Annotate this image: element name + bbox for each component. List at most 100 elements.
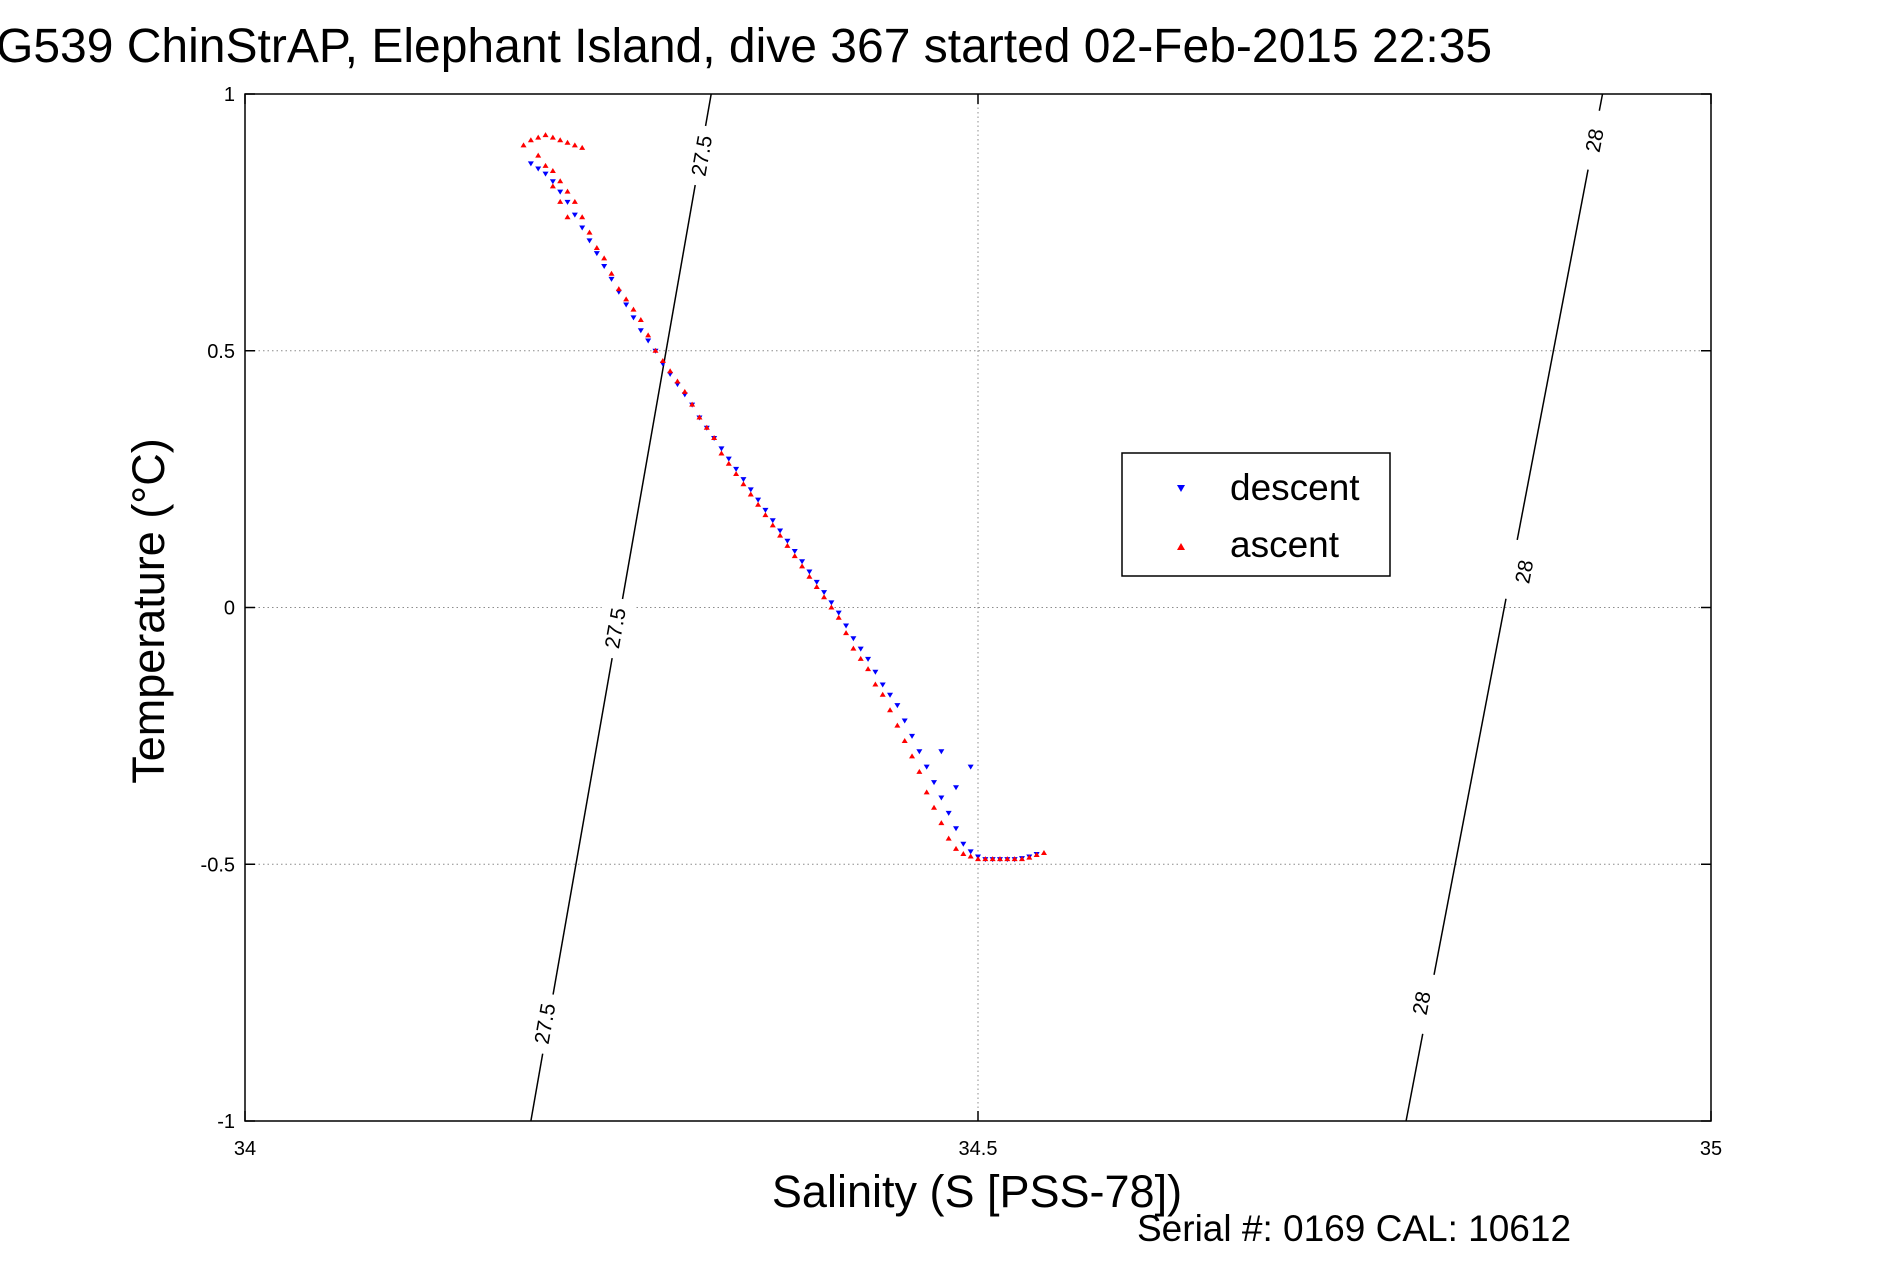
ascent-point xyxy=(1018,856,1025,862)
ascent-point xyxy=(996,856,1003,862)
descent-point xyxy=(953,826,960,832)
ascent-point xyxy=(711,435,718,441)
contour-label-bg xyxy=(523,991,566,1056)
ascent-point xyxy=(872,681,879,687)
ascent-series xyxy=(520,132,1047,862)
ascent-point xyxy=(579,214,586,220)
ascent-point xyxy=(542,162,549,168)
ascent-point xyxy=(520,142,527,148)
ascent-point xyxy=(901,738,908,744)
contour-label-bg xyxy=(679,123,722,188)
ascent-point xyxy=(894,722,901,728)
descent-point xyxy=(630,315,637,321)
x-tick-labels: 34 34.5 35 xyxy=(234,1138,1722,1160)
legend-marker-ascent xyxy=(1177,543,1185,550)
ascent-point xyxy=(1040,849,1047,855)
ascent-point xyxy=(601,255,608,261)
contour-label-bg xyxy=(1399,970,1443,1036)
y-tick-label: 1 xyxy=(224,84,235,106)
y-tick-label: -0.5 xyxy=(201,854,235,876)
ascent-point xyxy=(696,414,703,420)
descent-point xyxy=(623,302,630,308)
ascent-point xyxy=(967,853,974,859)
ascent-point xyxy=(615,286,622,292)
contour-label: 28 xyxy=(1582,127,1609,154)
ascent-point xyxy=(549,183,556,189)
descent-point xyxy=(535,166,542,172)
ascent-point xyxy=(857,655,864,661)
descent-point xyxy=(579,225,586,231)
ascent-point xyxy=(916,768,923,774)
ascent-point xyxy=(718,450,725,456)
descent-point xyxy=(645,338,652,344)
ascent-point xyxy=(923,789,930,795)
legend-label-ascent: ascent xyxy=(1230,524,1340,565)
ascent-point xyxy=(557,198,564,204)
descent-point xyxy=(835,610,842,616)
descent-point xyxy=(960,841,967,847)
y-tick-labels: -1 -0.5 0 0.5 1 xyxy=(201,84,235,1133)
ascent-point xyxy=(747,491,754,497)
descent-point xyxy=(637,328,644,334)
ascent-point xyxy=(564,188,571,194)
ascent-point xyxy=(703,424,710,430)
contour-label: 28 xyxy=(1409,990,1436,1017)
descent-point xyxy=(747,487,754,493)
ascent-point xyxy=(659,358,666,364)
ascent-point xyxy=(557,137,564,143)
descent-point xyxy=(850,636,857,642)
ascent-point xyxy=(608,270,615,276)
ascent-point xyxy=(784,542,791,548)
ascent-point xyxy=(850,645,857,651)
ascent-point xyxy=(586,229,593,235)
y-tick-label: -1 xyxy=(217,1111,235,1133)
descent-point xyxy=(967,849,974,855)
ascent-point xyxy=(762,512,769,518)
ascent-point xyxy=(953,845,960,851)
descent-point xyxy=(527,161,534,167)
contour-label-bg xyxy=(1502,539,1545,605)
ascent-point xyxy=(571,142,578,148)
ascent-point xyxy=(674,378,681,384)
descent-point xyxy=(586,238,593,244)
ascent-point xyxy=(535,152,542,158)
descent-point xyxy=(931,780,938,786)
axis-ticks xyxy=(244,93,1712,1122)
x-tick-label: 35 xyxy=(1700,1138,1722,1160)
ascent-point xyxy=(1004,856,1011,862)
ascent-point xyxy=(975,856,981,862)
descent-point xyxy=(887,692,894,698)
descent-point xyxy=(557,189,564,195)
ascent-point xyxy=(865,666,872,672)
legend-label-descent: descent xyxy=(1230,467,1360,508)
chart-title: G539 ChinStrAP, Elephant Island, dive 36… xyxy=(0,20,1492,73)
contour-line xyxy=(1405,93,1604,1122)
descent-point xyxy=(542,171,549,177)
ascent-point xyxy=(593,245,600,251)
descent-point xyxy=(909,733,916,739)
descent-point xyxy=(733,466,740,472)
ascent-point xyxy=(571,198,578,204)
ascent-point xyxy=(835,614,842,620)
ascent-point xyxy=(652,347,659,353)
descent-point xyxy=(718,446,725,452)
descent-point xyxy=(916,749,923,755)
descent-point xyxy=(879,682,886,688)
legend: descent ascent xyxy=(1121,452,1391,577)
serial-cal-text: Serial #: 0169 CAL: 10612 xyxy=(1137,1208,1571,1249)
descent-point xyxy=(601,264,608,270)
descent-point xyxy=(806,569,813,575)
ascent-point xyxy=(549,134,556,140)
x-axis-label: Salinity (S [PSS-78]) xyxy=(772,1166,1182,1217)
ascent-point xyxy=(879,691,886,697)
descent-point xyxy=(938,795,945,801)
ascent-point xyxy=(755,501,762,507)
descent-point xyxy=(762,507,769,513)
descent-point xyxy=(593,251,600,257)
descent-point xyxy=(857,646,864,652)
ascent-point xyxy=(630,306,637,312)
descent-point xyxy=(967,764,974,770)
ascent-point xyxy=(799,563,806,569)
ascent-point xyxy=(887,707,894,713)
descent-point xyxy=(608,276,615,282)
